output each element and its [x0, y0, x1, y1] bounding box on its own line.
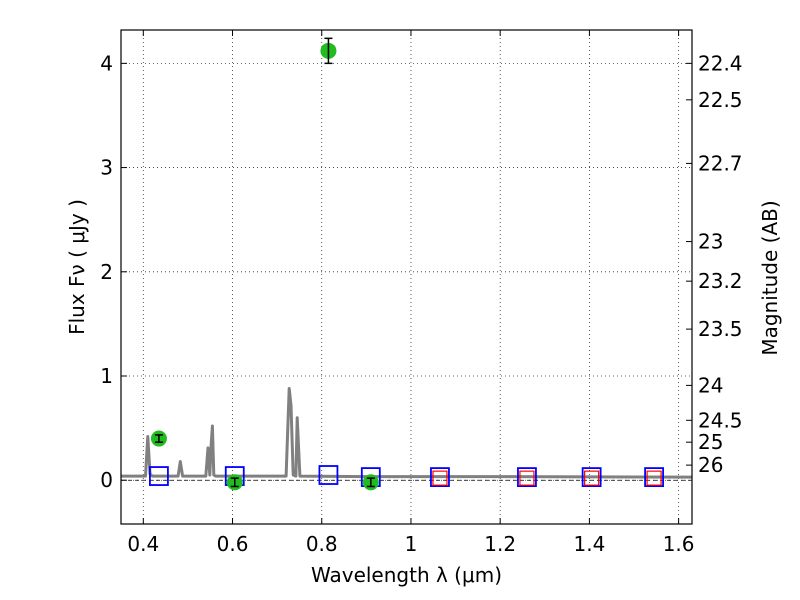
model-bandpass-square — [581, 467, 602, 488]
x-tick-label: 1.4 — [573, 532, 605, 556]
magnitude-tick-label: 22.4 — [698, 51, 743, 75]
upper-limit-marker — [646, 470, 662, 486]
model-bandpass-square — [318, 465, 339, 485]
upper-limit-marker — [584, 470, 600, 486]
magnitude-tick-label: 23.5 — [698, 317, 743, 341]
x-tick-label: 0.8 — [306, 532, 338, 556]
magnitude-tick-label: 24.5 — [698, 408, 743, 432]
model-bandpass-square — [149, 466, 169, 486]
model-spectrum-line — [121, 387, 693, 479]
x-tick-label: 0.4 — [127, 532, 159, 556]
y-tick-label: 0 — [100, 468, 113, 492]
magnitude-tick-label: 23.2 — [698, 269, 743, 293]
plot-frame — [120, 29, 693, 525]
magnitude-tick-label: 23 — [698, 230, 723, 254]
magnitude-tick-label: 22.5 — [698, 88, 743, 112]
model-bandpass-square — [644, 467, 664, 488]
y-axis-label: Flux Fν ( μJy ) — [65, 199, 89, 335]
x-tick-label: 1.6 — [663, 532, 695, 556]
x-axis-label: Wavelength λ (μm) — [311, 563, 502, 587]
upper-limit-marker — [432, 470, 448, 486]
magnitude-tick-label: 25 — [698, 430, 723, 454]
magnitude-tick-label: 22.7 — [698, 151, 743, 175]
x-tick-label: 0.6 — [217, 532, 249, 556]
right-axis-label: Magnitude (AB) — [758, 200, 782, 355]
y-tick-label: 3 — [100, 156, 113, 180]
x-tick-label: 1.2 — [484, 532, 516, 556]
magnitude-tick-label: 26 — [698, 453, 723, 477]
model-bandpass-square — [517, 467, 537, 488]
y-tick-label: 4 — [100, 51, 113, 75]
y-tick-label: 1 — [100, 364, 113, 388]
plot-area — [121, 37, 693, 491]
model-bandpass-square — [430, 467, 450, 488]
upper-limit-marker — [519, 470, 535, 486]
x-tick-label: 1 — [405, 532, 418, 556]
y-tick-label: 2 — [100, 260, 113, 284]
magnitude-tick-label: 24 — [698, 373, 723, 397]
